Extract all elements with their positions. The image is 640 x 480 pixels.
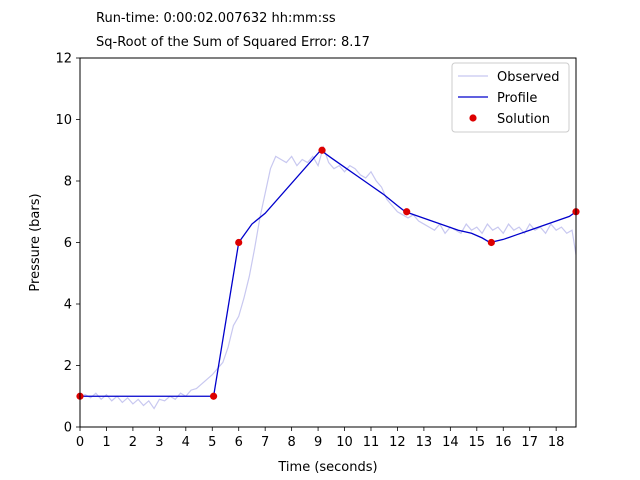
legend-label-solution: Solution	[497, 112, 550, 127]
solution-point	[318, 146, 326, 154]
axes: 0 1 2 3 4 5 6 7 8 9 10 11 12 13 14 15 16 17 18024681012Tim…	[28, 52, 577, 475]
x-tick-label: 5	[208, 435, 216, 450]
x-tick-label: 1	[102, 435, 110, 450]
x-axis-label: Time (seconds)	[277, 460, 377, 475]
legend-label-observed: Observed	[497, 70, 560, 85]
legend: Observed Profile Solution	[451, 62, 570, 133]
x-tick-label: 13	[416, 435, 433, 450]
plot-area	[76, 145, 580, 410]
y-tick-label: 6	[64, 236, 72, 251]
runtime-readout: Run-time: 0:00:02.007632 hh:mm:ss	[96, 11, 336, 26]
x-tick-label: 15	[469, 435, 486, 450]
x-tick-label: 16	[495, 435, 512, 450]
y-tick-label: 12	[55, 52, 72, 67]
y-axis-label: Pressure (bars)	[28, 193, 43, 291]
error-readout: Sq-Root of the Sum of Squared Error: 8.1…	[96, 35, 370, 50]
x-tick-label: 18	[548, 435, 565, 450]
y-tick-label: 2	[64, 359, 72, 374]
x-tick-label: 3	[155, 435, 163, 450]
x-tick-label: 6	[235, 435, 243, 450]
x-tick-label: 0	[76, 435, 84, 450]
x-tick-label: 2	[129, 435, 137, 450]
x-tick-label: 17	[521, 435, 538, 450]
legend-swatch-solution	[469, 114, 477, 122]
x-tick-label: 9	[314, 435, 322, 450]
error-label: Sq-Root of the Sum of Squared Error:	[96, 35, 337, 50]
runtime-unit: hh:mm:ss	[271, 11, 336, 26]
solution-point	[403, 208, 411, 216]
x-tick-label: 8	[287, 435, 295, 450]
y-tick-label: 4	[64, 298, 72, 313]
y-tick-label: 10	[55, 113, 72, 128]
x-tick-label: 11	[363, 435, 380, 450]
runtime-label: Run-time:	[96, 11, 160, 26]
solution-point	[209, 392, 218, 400]
x-tick-label: 12	[389, 435, 406, 450]
y-tick-label: 0	[64, 421, 72, 436]
legend-label-profile: Profile	[497, 91, 537, 106]
profile-series-line	[80, 149, 576, 397]
x-tick-label: 10	[336, 435, 353, 450]
observed-series-line	[80, 145, 576, 410]
runtime-value: 0:00:02.007632	[163, 11, 268, 26]
x-tick-label: 7	[261, 435, 269, 450]
solution-point	[235, 238, 243, 247]
x-tick-label: 4	[182, 435, 190, 450]
legend-box	[451, 62, 570, 133]
y-tick-label: 8	[64, 175, 72, 190]
solution-point	[487, 238, 495, 247]
error-value: 8.17	[341, 35, 370, 50]
x-tick-label: 14	[442, 435, 459, 450]
